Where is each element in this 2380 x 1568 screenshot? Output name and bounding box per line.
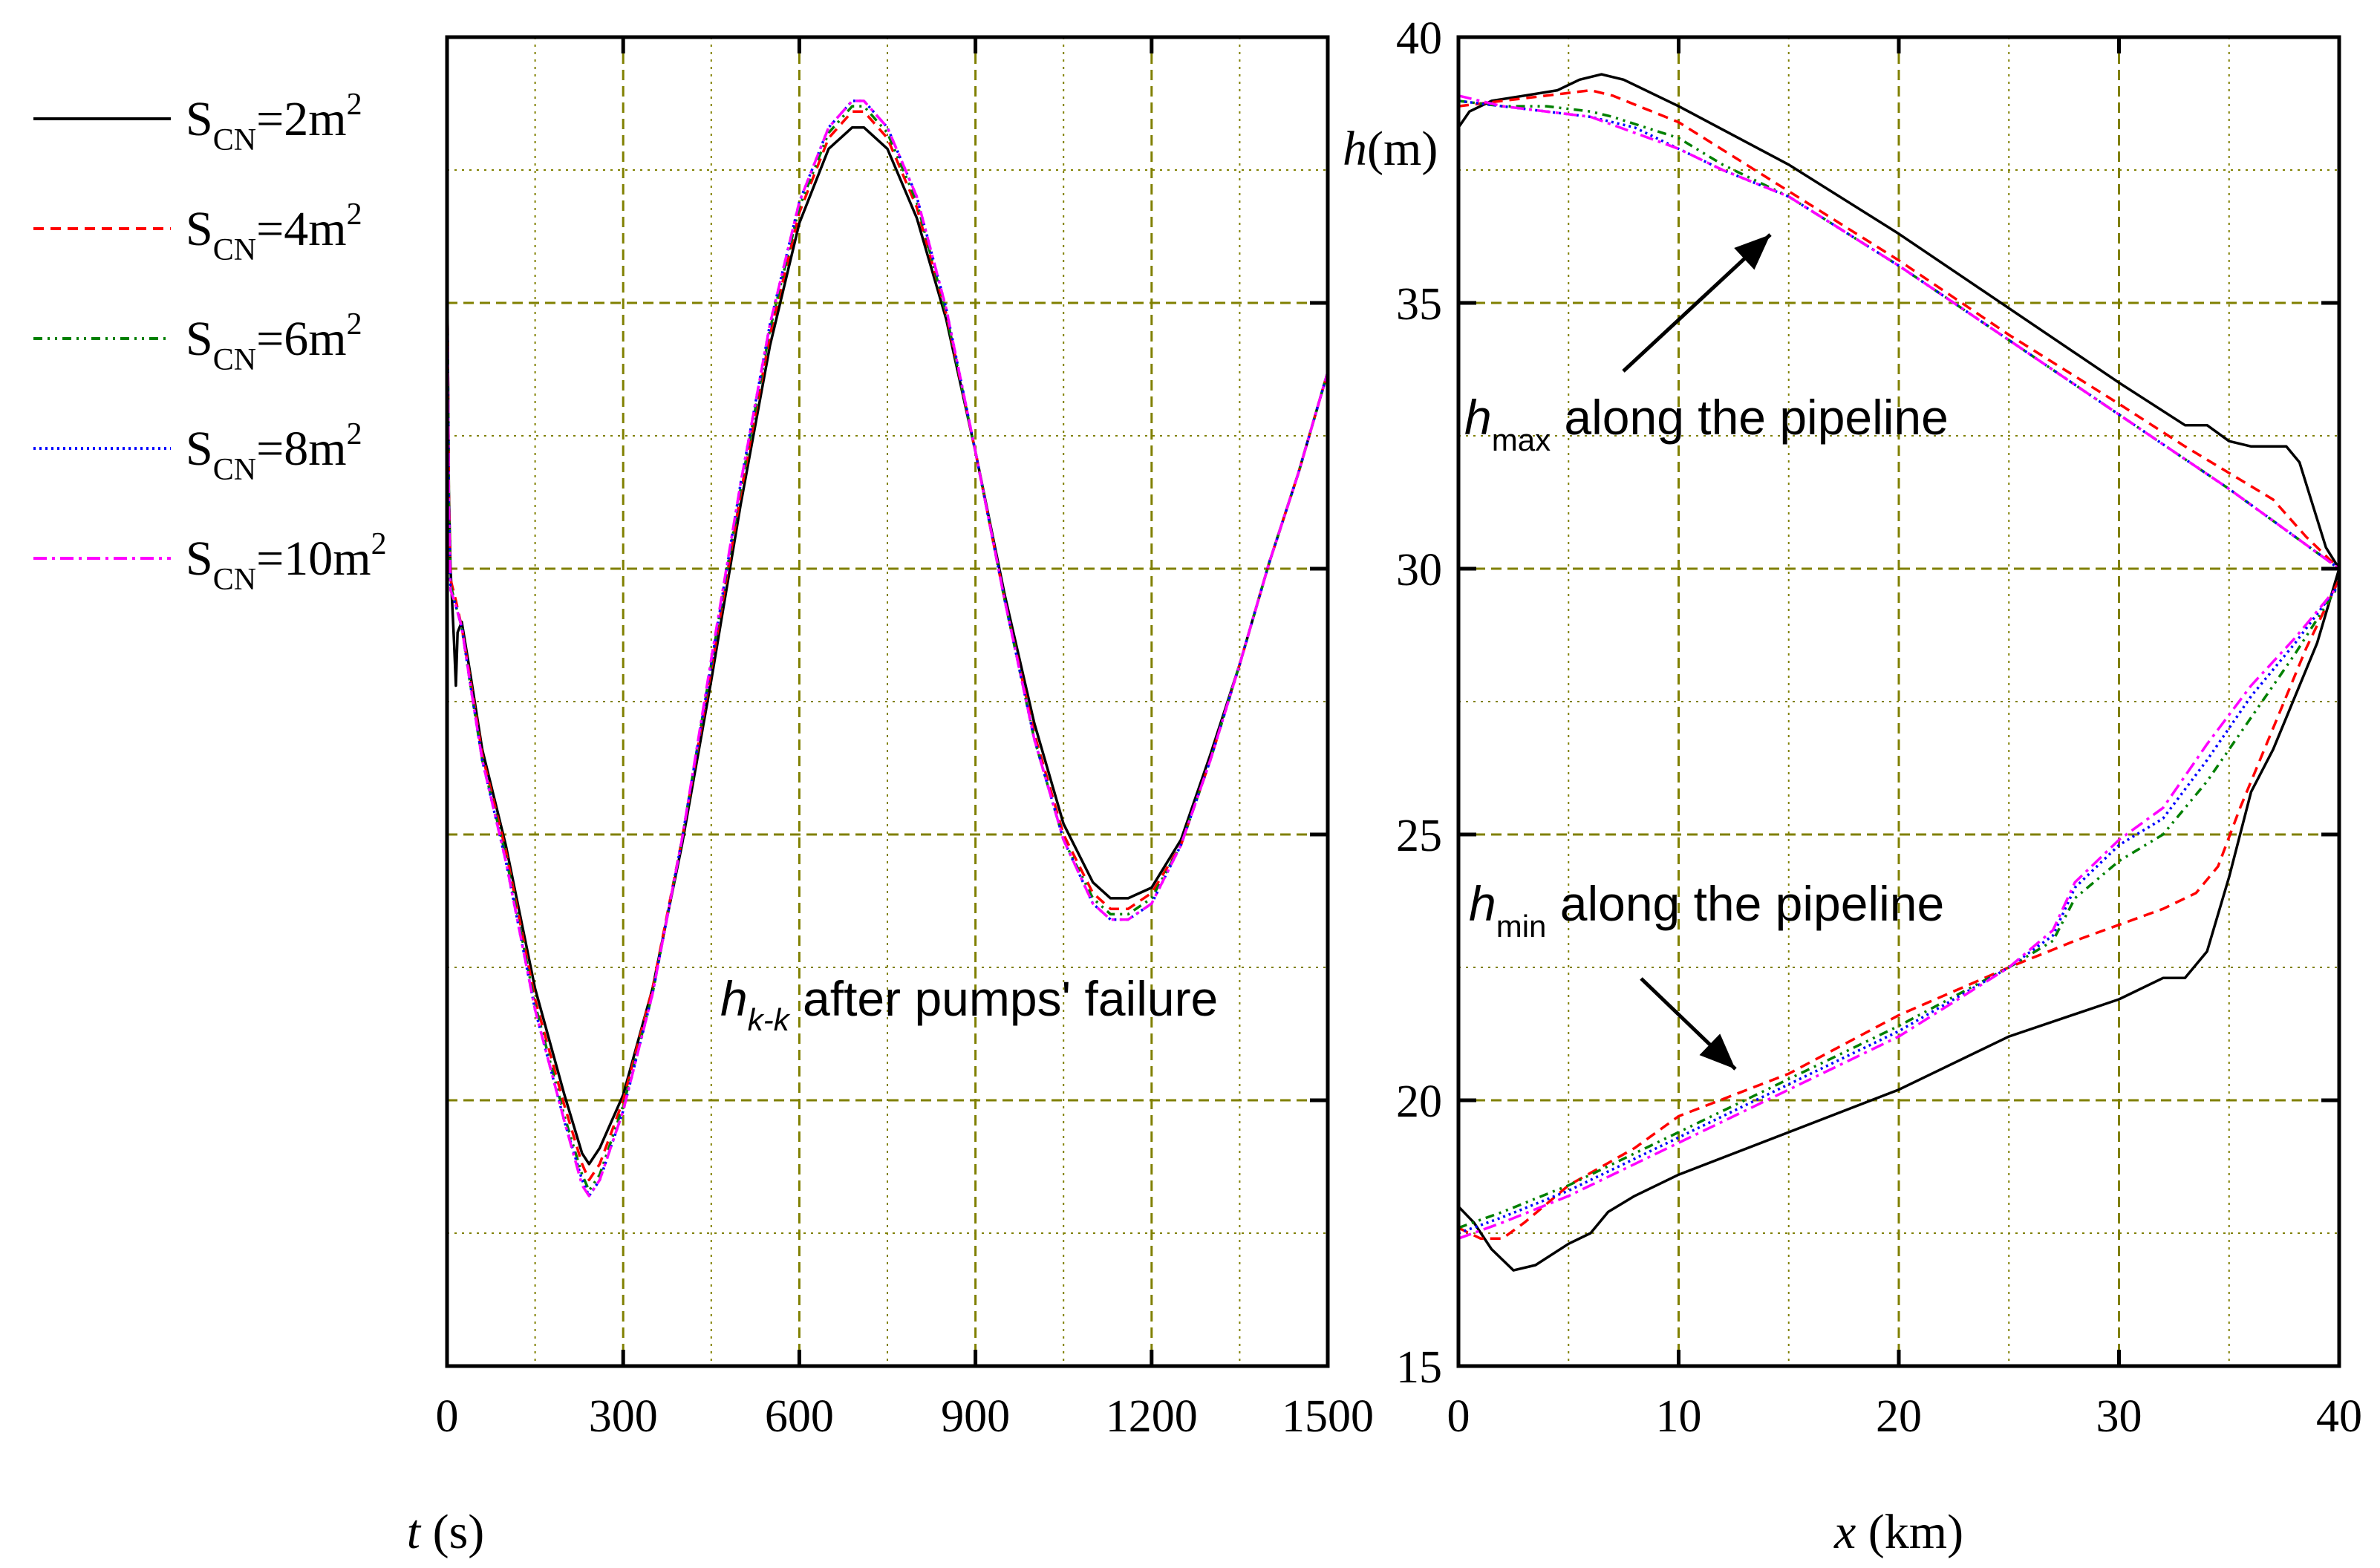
right-y-tick-label: 35 — [1396, 279, 1442, 330]
right-x-tick-label: 40 — [2316, 1391, 2362, 1442]
right-series-line-S4 — [1458, 88, 2341, 570]
right-series-line-S10 — [1458, 94, 2341, 570]
right-series-line-S10 — [1458, 584, 2341, 1240]
legend: SCN=2m2 SCN=4m2 SCN=6m2 SCN=8m2 SCN=10m2 — [33, 88, 387, 597]
right-plot-grid — [1458, 37, 2339, 1366]
left-x-tick-label: 900 — [941, 1391, 1010, 1442]
right-y-tick-label: 30 — [1396, 545, 1442, 595]
axis-ticks: 0 300 600 900 1200 1500 0 10 20 30 40 15 20 25 30 35 40 — [436, 13, 2363, 1442]
right-plot-series — [1457, 73, 2341, 1272]
right-x-axis-title: x (km) — [1833, 1505, 1963, 1559]
hmax-arrow-head — [1734, 235, 1770, 270]
annotation-hkk: hk-k after pumps' failure — [720, 971, 1218, 1037]
left-plot-grid — [447, 37, 1328, 1366]
left-x-tick-label: 600 — [765, 1391, 834, 1442]
right-x-tick-label: 30 — [2096, 1391, 2142, 1442]
left-x-tick-label: 0 — [436, 1391, 459, 1442]
legend-entry: SCN=10m2 — [33, 527, 387, 597]
right-y-tick-label: 40 — [1396, 13, 1442, 64]
legend-label: SCN=6m2 — [186, 307, 362, 377]
right-x-tick-label: 20 — [1876, 1391, 1922, 1442]
annotation-arrows — [1622, 233, 1772, 1071]
left-x-tick-label: 300 — [589, 1391, 658, 1442]
right-y-axis-title: h(m) — [1343, 122, 1438, 176]
annotation-hmax: hmax along the pipeline — [1464, 390, 1949, 457]
legend-label: SCN=8m2 — [186, 417, 362, 487]
left-series-line-S10 — [446, 99, 1329, 1198]
right-series-line-S8 — [1458, 584, 2341, 1235]
left-x-tick-label: 1500 — [1282, 1391, 1374, 1442]
legend-label: SCN=2m2 — [186, 88, 362, 157]
legend-entry: SCN=2m2 — [33, 88, 362, 157]
legend-entry: SCN=4m2 — [33, 197, 362, 267]
left-series-line-S4 — [446, 110, 1329, 1182]
left-plot-frame — [445, 35, 1330, 1368]
left-x-tick-label: 1200 — [1106, 1391, 1198, 1442]
annotation-hmin: hmin along the pipeline — [1469, 876, 1944, 944]
right-y-tick-label: 15 — [1396, 1342, 1442, 1393]
legend-label: SCN=4m2 — [186, 197, 362, 267]
right-x-tick-label: 0 — [1447, 1391, 1470, 1442]
left-x-axis-title: t (s) — [407, 1505, 485, 1559]
right-y-tick-label: 20 — [1396, 1077, 1442, 1127]
legend-entry: SCN=6m2 — [33, 307, 362, 377]
right-x-tick-label: 10 — [1656, 1391, 1702, 1442]
right-y-tick-label: 25 — [1396, 811, 1442, 861]
right-series-line-S8 — [1458, 99, 2341, 570]
right-series-line-S6 — [1458, 99, 2341, 570]
hmin-arrow-head — [1699, 1033, 1735, 1069]
legend-entry: SCN=8m2 — [33, 417, 362, 487]
right-series-line-S2 — [1457, 568, 2341, 1272]
right-series-line-S2 — [1457, 73, 2341, 569]
left-plot-series — [446, 99, 1329, 1198]
legend-label: SCN=10m2 — [186, 527, 387, 597]
left-series-line-S8 — [446, 99, 1329, 1198]
